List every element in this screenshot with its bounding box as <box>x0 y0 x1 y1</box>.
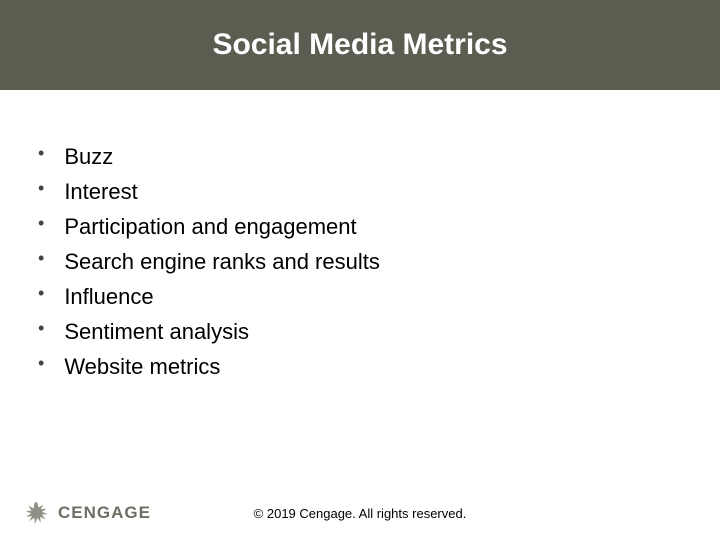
bullet-text: Participation and engagement <box>64 210 356 243</box>
brand-logo: CENGAGE <box>24 500 151 526</box>
bullet-text: Search engine ranks and results <box>64 245 380 278</box>
list-item: • Participation and engagement <box>30 210 690 243</box>
bullet-text: Buzz <box>64 140 113 173</box>
list-item: • Influence <box>30 280 690 313</box>
bullet-marker-icon: • <box>38 175 44 202</box>
bullet-text: Interest <box>64 175 137 208</box>
slide-title: Social Media Metrics <box>212 28 507 62</box>
bullet-marker-icon: • <box>38 280 44 307</box>
bullet-marker-icon: • <box>38 245 44 272</box>
list-item: • Search engine ranks and results <box>30 245 690 278</box>
list-item: • Interest <box>30 175 690 208</box>
bullet-text: Influence <box>64 280 153 313</box>
copyright-text: © 2019 Cengage. All rights reserved. <box>254 506 467 521</box>
starburst-icon <box>24 500 50 526</box>
bullet-marker-icon: • <box>38 210 44 237</box>
bullet-list: • Buzz • Interest • Participation and en… <box>30 140 690 383</box>
bullet-marker-icon: • <box>38 140 44 167</box>
bullet-text: Sentiment analysis <box>64 315 249 348</box>
list-item: • Sentiment analysis <box>30 315 690 348</box>
list-item: • Buzz <box>30 140 690 173</box>
list-item: • Website metrics <box>30 350 690 383</box>
slide-footer: CENGAGE © 2019 Cengage. All rights reser… <box>0 486 720 540</box>
slide-content: • Buzz • Interest • Participation and en… <box>0 90 720 383</box>
bullet-marker-icon: • <box>38 350 44 377</box>
slide-header: Social Media Metrics <box>0 0 720 90</box>
bullet-text: Website metrics <box>64 350 220 383</box>
brand-name: CENGAGE <box>58 503 151 523</box>
bullet-marker-icon: • <box>38 315 44 342</box>
